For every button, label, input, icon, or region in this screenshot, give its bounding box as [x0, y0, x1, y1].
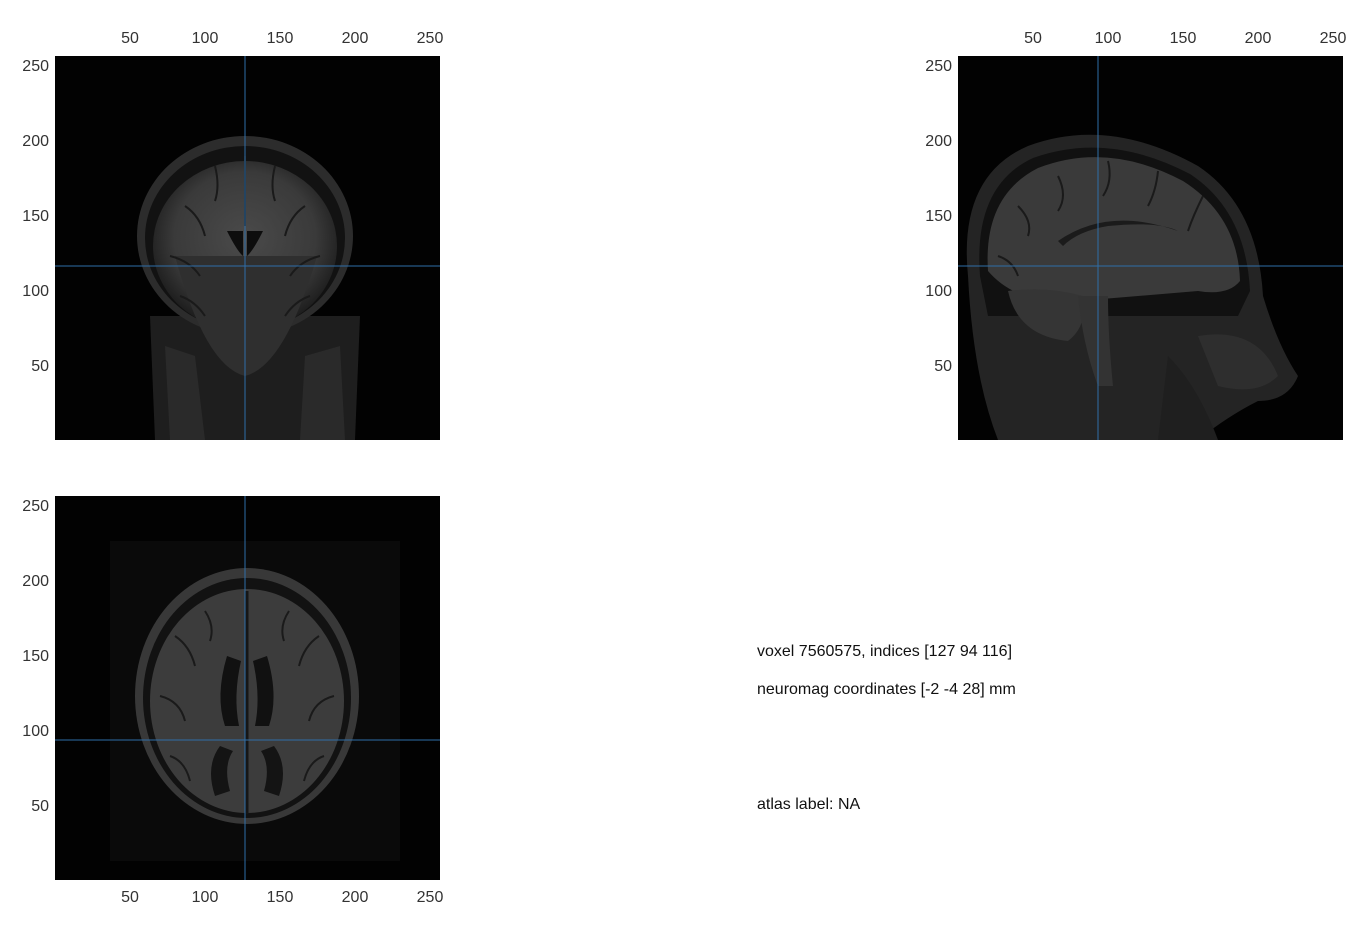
y-tick: 200	[22, 573, 49, 590]
y-tick: 200	[22, 133, 49, 150]
voxel-info-text: voxel 7560575, indices [127 94 116]	[757, 643, 1013, 660]
x-tick: 250	[416, 30, 444, 47]
y-tick: 50	[934, 358, 952, 375]
x-tick: 50	[121, 30, 139, 47]
y-tick: 100	[22, 723, 49, 740]
y-tick: 50	[31, 798, 49, 815]
axial-view[interactable]	[55, 496, 440, 880]
sagittal-brain-image	[958, 56, 1343, 440]
x-tick: 50	[121, 889, 139, 906]
y-tick: 100	[925, 283, 952, 300]
x-tick: 250	[416, 889, 444, 906]
y-tick: 250	[22, 58, 49, 75]
coronal-view[interactable]	[55, 56, 440, 440]
x-tick: 100	[191, 889, 219, 906]
y-tick: 150	[22, 648, 49, 665]
y-tick: 200	[925, 133, 952, 150]
y-tick: 150	[22, 208, 49, 225]
x-tick: 50	[1024, 30, 1042, 47]
x-tick: 200	[341, 889, 369, 906]
coronal-brain-image	[55, 56, 440, 440]
sagittal-view[interactable]	[958, 56, 1343, 440]
coordinates-info-text: neuromag coordinates [-2 -4 28] mm	[757, 681, 1016, 698]
x-tick: 200	[341, 30, 369, 47]
y-tick: 250	[22, 498, 49, 515]
x-tick: 250	[1319, 30, 1347, 47]
y-tick: 50	[31, 358, 49, 375]
axial-brain-image	[55, 496, 440, 880]
y-tick: 100	[22, 283, 49, 300]
x-tick: 100	[191, 30, 219, 47]
y-tick: 250	[925, 58, 952, 75]
x-tick: 100	[1094, 30, 1122, 47]
atlas-label-text: atlas label: NA	[757, 796, 861, 813]
x-tick: 150	[266, 889, 294, 906]
y-tick: 150	[925, 208, 952, 225]
x-tick: 200	[1244, 30, 1272, 47]
x-tick: 150	[1169, 30, 1197, 47]
x-tick: 150	[266, 30, 294, 47]
